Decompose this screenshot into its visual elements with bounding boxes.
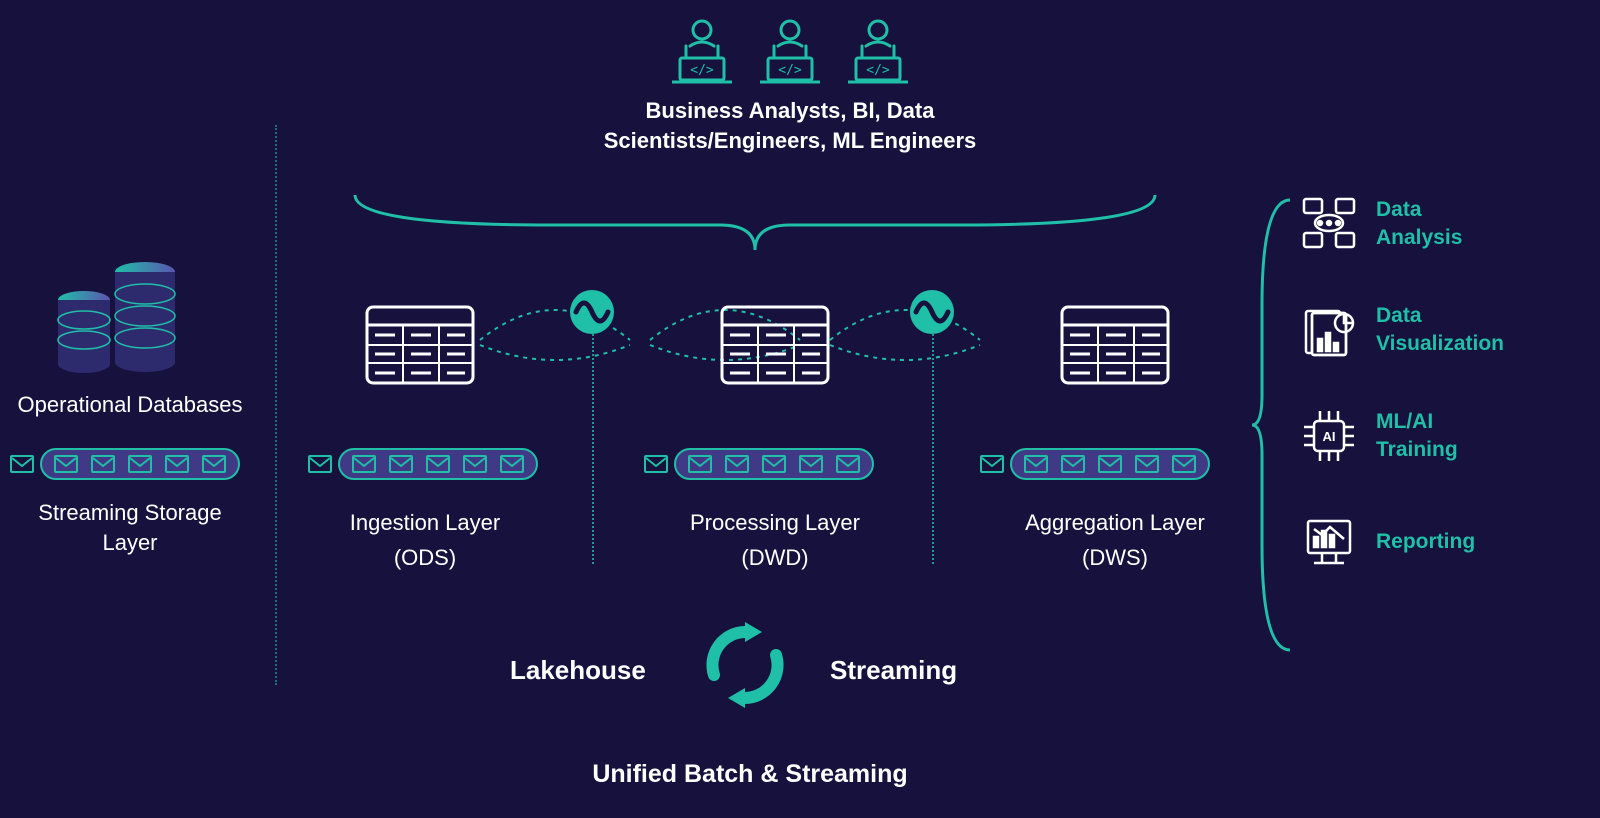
output-mlai-l2: Training (1376, 436, 1458, 464)
operational-db-title: Operational Databases (0, 392, 260, 418)
left-stream-row (10, 448, 240, 480)
analysis-icon (1300, 195, 1358, 253)
svg-text:AI: AI (1323, 429, 1336, 444)
sine-logo-icon (910, 290, 954, 339)
unified-label: Unified Batch & Streaming (530, 760, 970, 789)
layer-dwd-label: Processing Layer (650, 510, 900, 536)
cycle-icon (700, 620, 790, 710)
database-icon (30, 260, 190, 380)
users-label-1: Business Analysts, BI, Data (570, 96, 1010, 126)
lakehouse-label: Lakehouse (510, 655, 646, 686)
left-storage-l1: Streaming Storage (20, 500, 240, 526)
connector-drop-1 (592, 334, 594, 564)
outputs-list: Data Analysis Data Visualization AI (1300, 195, 1590, 571)
layer-dws-table (1060, 305, 1170, 390)
layer-ods-table (365, 305, 475, 390)
layer-ods-stream (308, 448, 538, 480)
divider-left (275, 125, 277, 685)
users-block: Business Analysts, BI, Data Scientists/E… (570, 18, 1010, 155)
visualization-icon (1300, 301, 1358, 359)
output-analysis-l2: Analysis (1376, 224, 1462, 252)
reporting-icon (1300, 513, 1358, 571)
layer-dwd-sub: (DWD) (650, 545, 900, 571)
output-viz-l1: Data (1376, 302, 1504, 330)
layer-dwd-stream (644, 448, 874, 480)
layer-dws-stream (980, 448, 1210, 480)
users-label-2: Scientists/Engineers, ML Engineers (570, 126, 1010, 156)
brace-right (1250, 195, 1300, 655)
left-storage-l2: Layer (20, 530, 240, 556)
brace-top (350, 190, 1160, 260)
streaming-label: Streaming (830, 655, 957, 686)
output-mlai: AI ML/AI Training (1300, 407, 1590, 465)
ai-chip-icon: AI (1300, 407, 1358, 465)
layer-dwd-table (720, 305, 830, 390)
layer-ods-label: Ingestion Layer (310, 510, 540, 536)
output-visualization: Data Visualization (1300, 301, 1590, 359)
developer-icon (848, 18, 908, 86)
layer-ods-sub: (ODS) (310, 545, 540, 571)
connector-drop-2 (932, 334, 934, 564)
output-analysis-l1: Data (1376, 196, 1462, 224)
sine-logo-icon (570, 290, 614, 339)
developer-icon (760, 18, 820, 86)
users-icons (570, 18, 1010, 86)
developer-icon (672, 18, 732, 86)
output-viz-l2: Visualization (1376, 330, 1504, 358)
output-analysis: Data Analysis (1300, 195, 1590, 253)
envelope-icon (10, 453, 34, 475)
layer-dws-label: Aggregation Layer (990, 510, 1240, 536)
output-reporting: Reporting (1300, 513, 1590, 571)
layer-dws-sub: (DWS) (990, 545, 1240, 571)
output-mlai-l1: ML/AI (1376, 408, 1458, 436)
output-reporting-l1: Reporting (1376, 528, 1475, 556)
operational-db-block (30, 260, 250, 385)
